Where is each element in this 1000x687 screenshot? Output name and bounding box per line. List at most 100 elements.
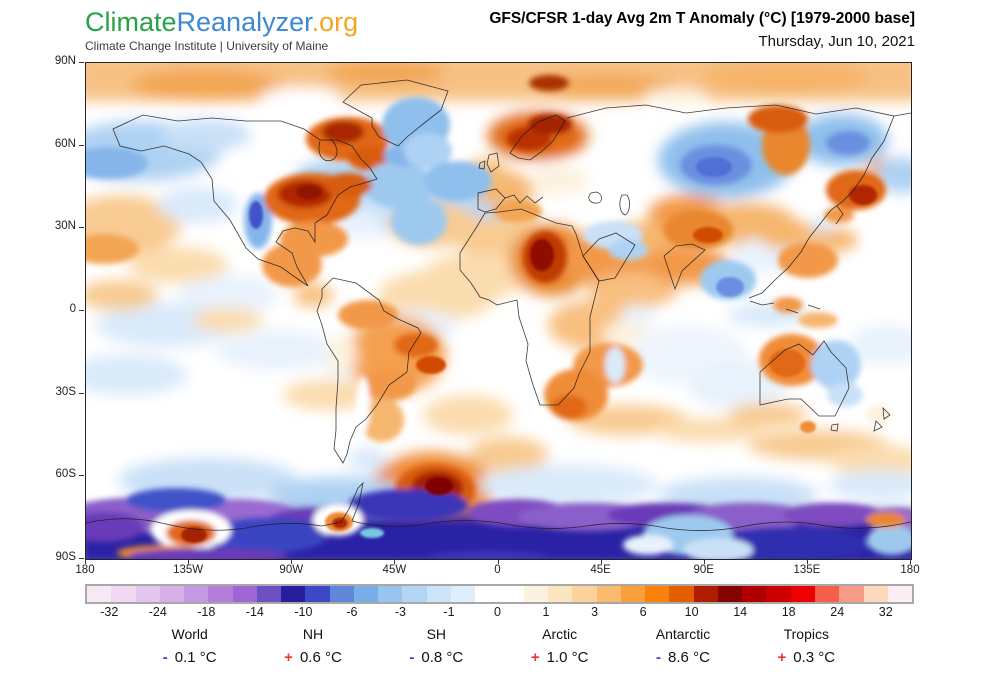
lat-tick-mark: [79, 62, 84, 63]
stat-antarctic: Antarctic -8.6 °C: [621, 626, 744, 666]
site-logo-text[interactable]: ClimateReanalyzer.org: [85, 8, 358, 36]
anomaly-region: [86, 512, 144, 542]
stat-nh: NH +0.6 °C: [251, 626, 374, 666]
site-logo[interactable]: ClimateReanalyzer.org Climate Change Ins…: [85, 8, 358, 53]
anomaly-region: [658, 477, 818, 513]
stat-number: 0.3 °C: [793, 649, 836, 666]
anomaly-region: [425, 477, 453, 495]
coastline-path: [749, 300, 775, 306]
anomaly-region: [86, 280, 158, 310]
lon-tick-label: 45W: [382, 564, 407, 576]
colorbar-segment: [766, 586, 791, 602]
colorbar-segment: [548, 586, 573, 602]
lon-tick-label: 90E: [693, 564, 714, 576]
anomaly-region: [783, 503, 883, 527]
anomaly-region: [876, 157, 911, 193]
coastline-path: [830, 423, 839, 432]
colorbar-segment: [742, 586, 767, 602]
colorbar-segment: [256, 586, 282, 602]
colorbar-segment: [499, 586, 524, 602]
anomaly-map-svg: [86, 63, 911, 559]
colorbar-tick-label: -18: [197, 605, 216, 619]
anomaly-region: [551, 395, 587, 419]
anomaly-region: [798, 312, 838, 328]
lat-tick-label: 30N: [54, 220, 76, 233]
anomaly-field-cores: [181, 157, 877, 543]
coastline-path: [582, 232, 636, 282]
colorbar-segment: [135, 586, 160, 602]
colorbar-segment: [620, 586, 646, 602]
colorbar-segment: [523, 586, 549, 602]
anomaly-region: [536, 73, 676, 101]
stat-sign: -: [409, 649, 415, 666]
anomaly-region: [849, 185, 877, 205]
lon-tick-label: 0: [494, 564, 501, 576]
colorbar-tick-label: -24: [148, 605, 167, 619]
stat-region-label: SH: [426, 626, 447, 642]
anomaly-region: [644, 88, 708, 106]
colorbar-segment: [887, 586, 913, 602]
anomaly-region: [128, 247, 228, 283]
anomaly-region: [623, 535, 673, 555]
anomaly-region: [528, 165, 588, 195]
colorbar-segment: [353, 586, 379, 602]
anomaly-region: [348, 489, 468, 521]
anomaly-region: [811, 340, 861, 390]
colorbar-segment: [159, 586, 185, 602]
coastline-path: [477, 188, 506, 213]
anomaly-region: [348, 448, 388, 472]
colorbar-tick-label: -3: [394, 605, 406, 619]
anomaly-region: [126, 488, 226, 512]
anomaly-region: [360, 528, 384, 538]
stat-region-label: Arctic: [542, 626, 578, 642]
colorbar-tick-label: -1: [443, 605, 455, 619]
logo-part-climate: Climate: [85, 7, 177, 37]
anomaly-region: [608, 240, 648, 260]
lon-tick-mark: [497, 559, 499, 564]
stat-value: +0.3 °C: [745, 649, 868, 666]
anomaly-region: [131, 69, 281, 101]
lat-tick-label: 60N: [54, 137, 76, 150]
anomaly-region: [404, 133, 452, 169]
colorbar-segment: [450, 586, 476, 602]
anomaly-region: [378, 270, 498, 320]
stat-sign: +: [530, 649, 540, 666]
figure-title: GFS/CFSR 1-day Avg 2m T Anomaly (°C) [19…: [489, 10, 915, 27]
coastline-path: [509, 114, 566, 161]
lon-tick-mark: [910, 559, 911, 564]
anomaly-region: [424, 161, 492, 201]
colorbar-tick-label: 0: [494, 605, 501, 619]
colorbar-segment: [693, 586, 718, 602]
colorbar-segment: [87, 586, 112, 602]
anomaly-region: [293, 283, 333, 307]
lat-tick-mark: [79, 144, 84, 146]
lon-tick-label: 90W: [279, 564, 304, 576]
lon-tick-label: 45E: [590, 564, 611, 576]
colorbar-segment: [378, 586, 403, 602]
stat-sh: SH -0.8 °C: [375, 626, 498, 666]
anomaly-region: [716, 277, 744, 297]
lat-tick-mark: [79, 392, 84, 394]
anomaly-region: [193, 308, 263, 332]
stat-value: -8.6 °C: [621, 649, 744, 666]
anomaly-region: [428, 551, 548, 559]
coastline-path: [112, 114, 378, 287]
lon-tick-mark: [394, 559, 396, 564]
stat-number: 8.6 °C: [668, 649, 710, 666]
colorbar-segment: [402, 586, 427, 602]
coastline-path: [873, 420, 883, 432]
colorbar-segment: [208, 586, 233, 602]
lon-tick-mark: [291, 559, 293, 564]
anomaly-region: [364, 161, 432, 209]
figure-date: Thursday, Jun 10, 2021: [758, 33, 916, 50]
stat-world: World -0.1 °C: [128, 626, 251, 666]
stat-value: -0.1 °C: [128, 649, 251, 666]
anomaly-region: [356, 377, 370, 433]
coastline-path: [785, 308, 799, 314]
anomaly-region: [605, 347, 625, 383]
lon-tick-label: 135E: [793, 564, 821, 576]
coastline-path: [882, 406, 891, 420]
lat-tick-mark: [79, 558, 84, 559]
anomaly-region: [530, 239, 554, 271]
anomaly-region: [848, 325, 911, 365]
